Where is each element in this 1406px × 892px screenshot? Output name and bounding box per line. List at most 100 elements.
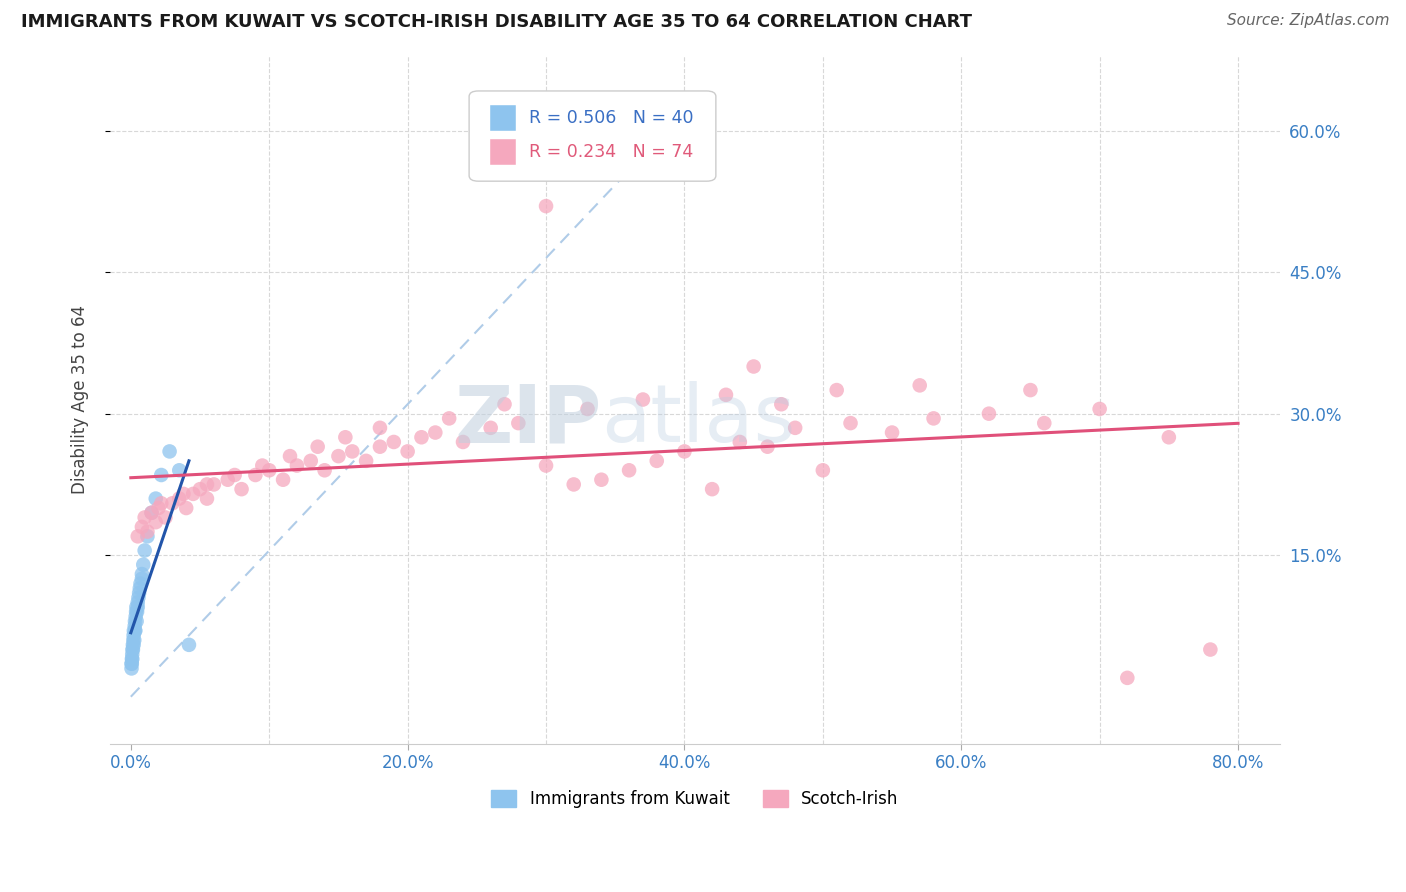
Point <box>195 477 218 491</box>
Point <box>1033 416 1056 430</box>
Point <box>131 567 153 582</box>
Point <box>121 647 143 661</box>
Text: ZIP: ZIP <box>454 381 602 459</box>
FancyBboxPatch shape <box>470 91 716 181</box>
Point <box>839 416 862 430</box>
Point <box>1157 430 1180 444</box>
Point <box>278 449 301 463</box>
Point <box>131 520 153 534</box>
Point <box>121 642 143 657</box>
Point <box>136 524 159 539</box>
Point <box>354 454 377 468</box>
Point <box>396 444 419 458</box>
Point <box>121 657 143 671</box>
Point <box>307 440 329 454</box>
Point <box>714 388 737 402</box>
Point <box>202 477 225 491</box>
Point <box>479 421 502 435</box>
Point <box>756 440 779 454</box>
Point <box>125 605 148 619</box>
Point <box>121 652 143 666</box>
Point <box>437 411 460 425</box>
Point <box>127 529 149 543</box>
Point <box>127 591 149 605</box>
Y-axis label: Disability Age 35 to 64: Disability Age 35 to 64 <box>72 305 89 494</box>
Point <box>145 491 167 506</box>
Point <box>368 421 391 435</box>
Point <box>169 463 191 477</box>
Point <box>124 614 146 628</box>
Point <box>368 440 391 454</box>
Point <box>121 661 143 675</box>
Point <box>328 449 350 463</box>
Point <box>335 430 357 444</box>
Point <box>172 487 194 501</box>
Point <box>299 454 322 468</box>
Text: atlas: atlas <box>602 381 796 459</box>
Point <box>125 600 148 615</box>
Point <box>132 558 155 572</box>
Point <box>134 510 156 524</box>
Point <box>382 434 405 449</box>
Point <box>314 463 336 477</box>
Point <box>673 444 696 458</box>
Point <box>129 576 152 591</box>
Point <box>188 482 211 496</box>
Point <box>742 359 765 374</box>
Point <box>131 572 153 586</box>
Point <box>700 482 723 496</box>
Point <box>534 199 557 213</box>
Point <box>1199 642 1222 657</box>
Point <box>141 506 163 520</box>
Point <box>145 515 167 529</box>
Point <box>576 401 599 416</box>
Point <box>1088 401 1111 416</box>
Point <box>125 614 148 628</box>
Point <box>122 642 145 657</box>
Point <box>728 434 751 449</box>
Point <box>127 595 149 609</box>
Point <box>134 543 156 558</box>
Point <box>411 430 433 444</box>
Point <box>150 496 173 510</box>
Text: IMMIGRANTS FROM KUWAIT VS SCOTCH-IRISH DISABILITY AGE 35 TO 64 CORRELATION CHART: IMMIGRANTS FROM KUWAIT VS SCOTCH-IRISH D… <box>21 13 972 31</box>
Point <box>128 581 150 595</box>
Point <box>124 624 146 638</box>
Point <box>245 468 267 483</box>
Point <box>124 609 146 624</box>
Bar <box>491 104 516 131</box>
Point <box>177 638 200 652</box>
Point <box>257 463 280 477</box>
Point <box>631 392 654 407</box>
Point <box>150 468 173 483</box>
Point <box>169 491 191 506</box>
Point <box>141 506 163 520</box>
Bar <box>491 139 516 165</box>
Point <box>451 434 474 449</box>
Point <box>534 458 557 473</box>
Point <box>880 425 903 440</box>
Point <box>124 624 146 638</box>
Point <box>908 378 931 392</box>
Point <box>1116 671 1139 685</box>
Point <box>122 628 145 642</box>
Point <box>562 477 585 491</box>
Point <box>617 463 640 477</box>
Point <box>124 619 146 633</box>
Point <box>181 487 204 501</box>
Point <box>1019 383 1042 397</box>
Point <box>922 411 945 425</box>
Point <box>125 605 148 619</box>
Point <box>174 501 197 516</box>
Text: R = 0.234   N = 74: R = 0.234 N = 74 <box>529 144 693 161</box>
Point <box>122 638 145 652</box>
Point <box>155 510 177 524</box>
Point <box>122 638 145 652</box>
Point <box>425 425 447 440</box>
Point <box>770 397 793 411</box>
Point <box>508 416 530 430</box>
Text: R = 0.506   N = 40: R = 0.506 N = 40 <box>529 109 693 127</box>
Point <box>195 491 218 506</box>
Text: Source: ZipAtlas.com: Source: ZipAtlas.com <box>1226 13 1389 29</box>
Point <box>136 529 159 543</box>
